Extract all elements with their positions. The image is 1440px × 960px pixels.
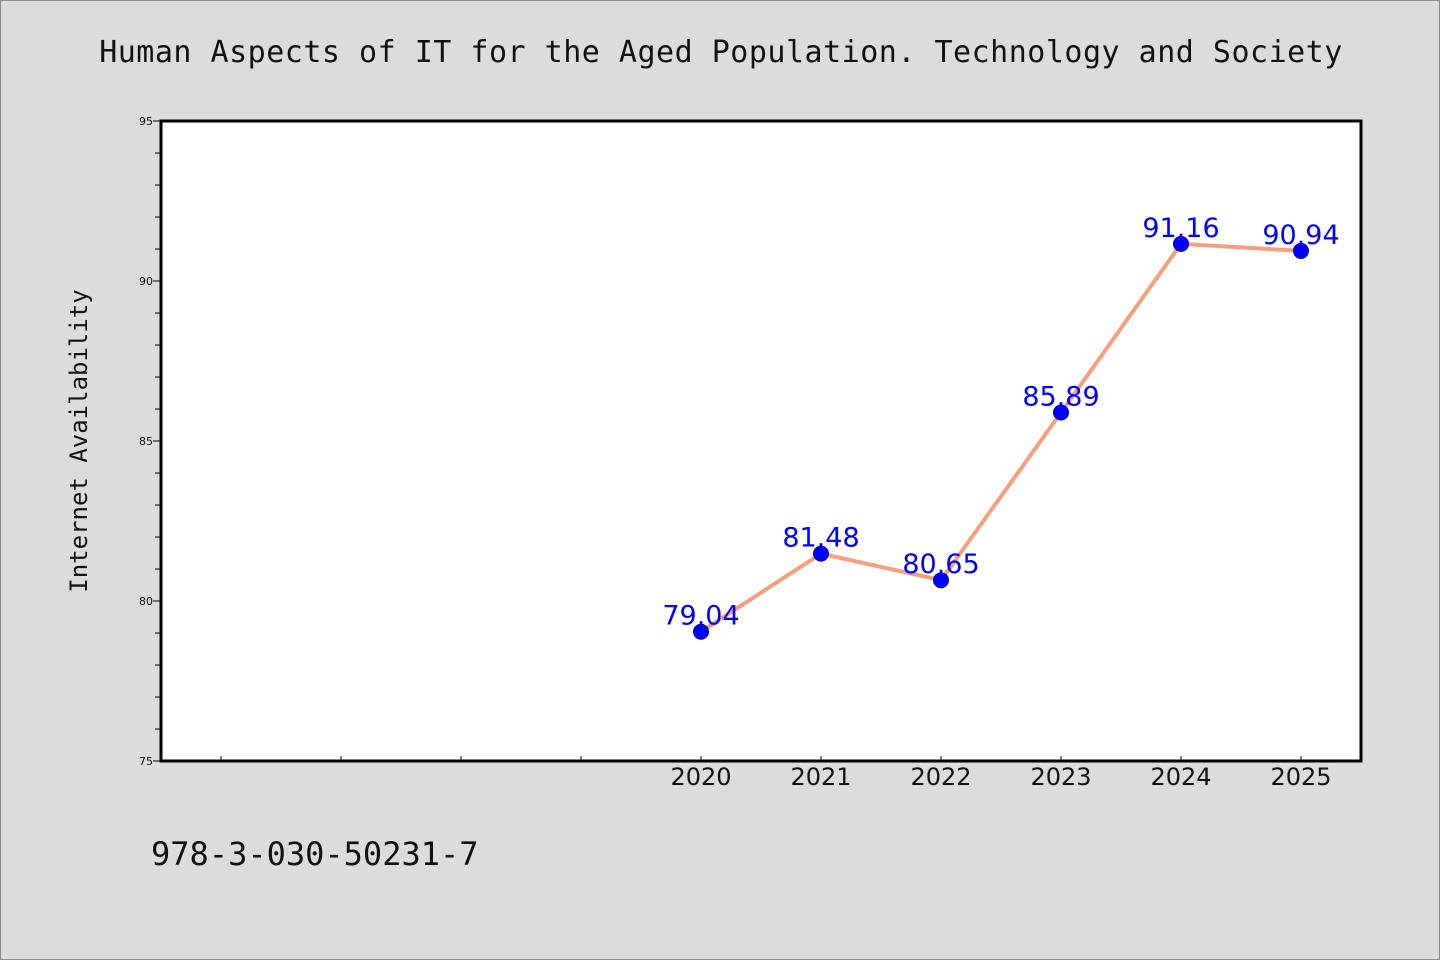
chart-title: Human Aspects of IT for the Aged Populat…: [99, 35, 1343, 70]
data-label: 79.04: [662, 601, 739, 632]
data-point: [1053, 404, 1069, 421]
y-tick-label: 85: [139, 435, 153, 448]
x-tick-label: 2020: [670, 763, 731, 791]
data-label: 81.48: [782, 523, 859, 554]
isbn-label: 978-3-030-50231-7: [151, 835, 479, 873]
x-tick-label: 2024: [1150, 763, 1211, 791]
plot-area: [161, 121, 1361, 761]
data-label: 91.16: [1142, 213, 1219, 244]
data-label: 90.94: [1262, 220, 1339, 251]
series-line: [699, 241, 1303, 634]
x-tick-label: 2021: [790, 763, 851, 791]
x-tick-label: 2022: [910, 763, 971, 791]
data-label: 80.65: [902, 549, 979, 580]
y-tick-label: 90: [139, 275, 153, 288]
y-tick-label: 95: [139, 115, 153, 128]
data-point: [693, 623, 709, 640]
data-point: [1293, 242, 1309, 259]
data-point: [1173, 235, 1189, 252]
y-tick-label: 75: [139, 755, 153, 768]
data-labels: 79.04 81.48 80.65 85.89 91.16 90.94: [662, 213, 1339, 632]
x-tick-label: 2025: [1270, 763, 1331, 791]
data-point: [813, 545, 829, 562]
y-axis-label: Internet Availability: [65, 289, 93, 592]
x-axis: 2020 2021 2022 2023 2024 2025: [220, 756, 1332, 791]
plot-frame: [159, 119, 1363, 763]
x-tick-label: 2023: [1030, 763, 1091, 791]
data-label: 85.89: [1022, 382, 1099, 413]
y-axis: 75 80 85 90 95: [139, 115, 161, 768]
data-markers: [693, 235, 1309, 640]
y-tick-label: 80: [139, 595, 153, 608]
data-point: [933, 572, 949, 589]
